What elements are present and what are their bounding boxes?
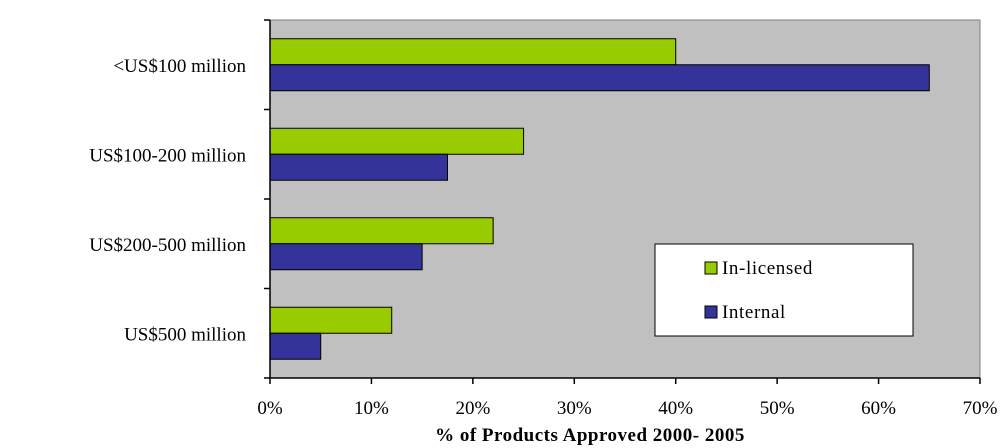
- legend: In-licensed Internal: [654, 243, 914, 337]
- x-tick-label: 40%: [658, 398, 693, 419]
- bar-in-licensed-0: [269, 38, 677, 66]
- bar-in-licensed-3: [269, 306, 393, 334]
- x-tick-label: 10%: [354, 398, 389, 419]
- x-axis-title: % of Products Approved 2000- 2005: [435, 425, 745, 446]
- category-label: US$200-500 million: [89, 235, 246, 256]
- bars-group: [269, 38, 930, 360]
- axes-group: [264, 19, 981, 384]
- bar-internal-2: [269, 243, 423, 271]
- legend-label-internal: Internal: [722, 302, 786, 323]
- bar-in-licensed-2: [269, 217, 494, 245]
- legend-label-in-licensed: In-licensed: [722, 258, 813, 279]
- bar-in-licensed-1: [269, 127, 525, 155]
- bar-internal-0: [269, 64, 930, 92]
- x-tick-label: 70%: [963, 398, 998, 419]
- x-tick-label: 30%: [557, 398, 592, 419]
- x-tick-label: 50%: [760, 398, 795, 419]
- category-label: <US$100 million: [113, 56, 246, 77]
- bar-internal-1: [269, 153, 448, 181]
- tick-labels: 0% 10% 20% 30% 40% 50% 60% 70%: [257, 398, 997, 419]
- x-tick-label: 0%: [257, 398, 283, 419]
- category-label: US$100-200 million: [89, 145, 246, 166]
- legend-box: [654, 243, 914, 337]
- x-tick-label: 60%: [861, 398, 896, 419]
- bar-internal-3: [269, 332, 322, 360]
- legend-swatch-in-licensed: [704, 261, 718, 275]
- legend-swatch-internal: [704, 305, 718, 319]
- category-labels: <US$100 million US$100-200 million US$200-…: [89, 56, 246, 346]
- x-tick-label: 20%: [455, 398, 490, 419]
- category-label: US$500 million: [124, 324, 246, 345]
